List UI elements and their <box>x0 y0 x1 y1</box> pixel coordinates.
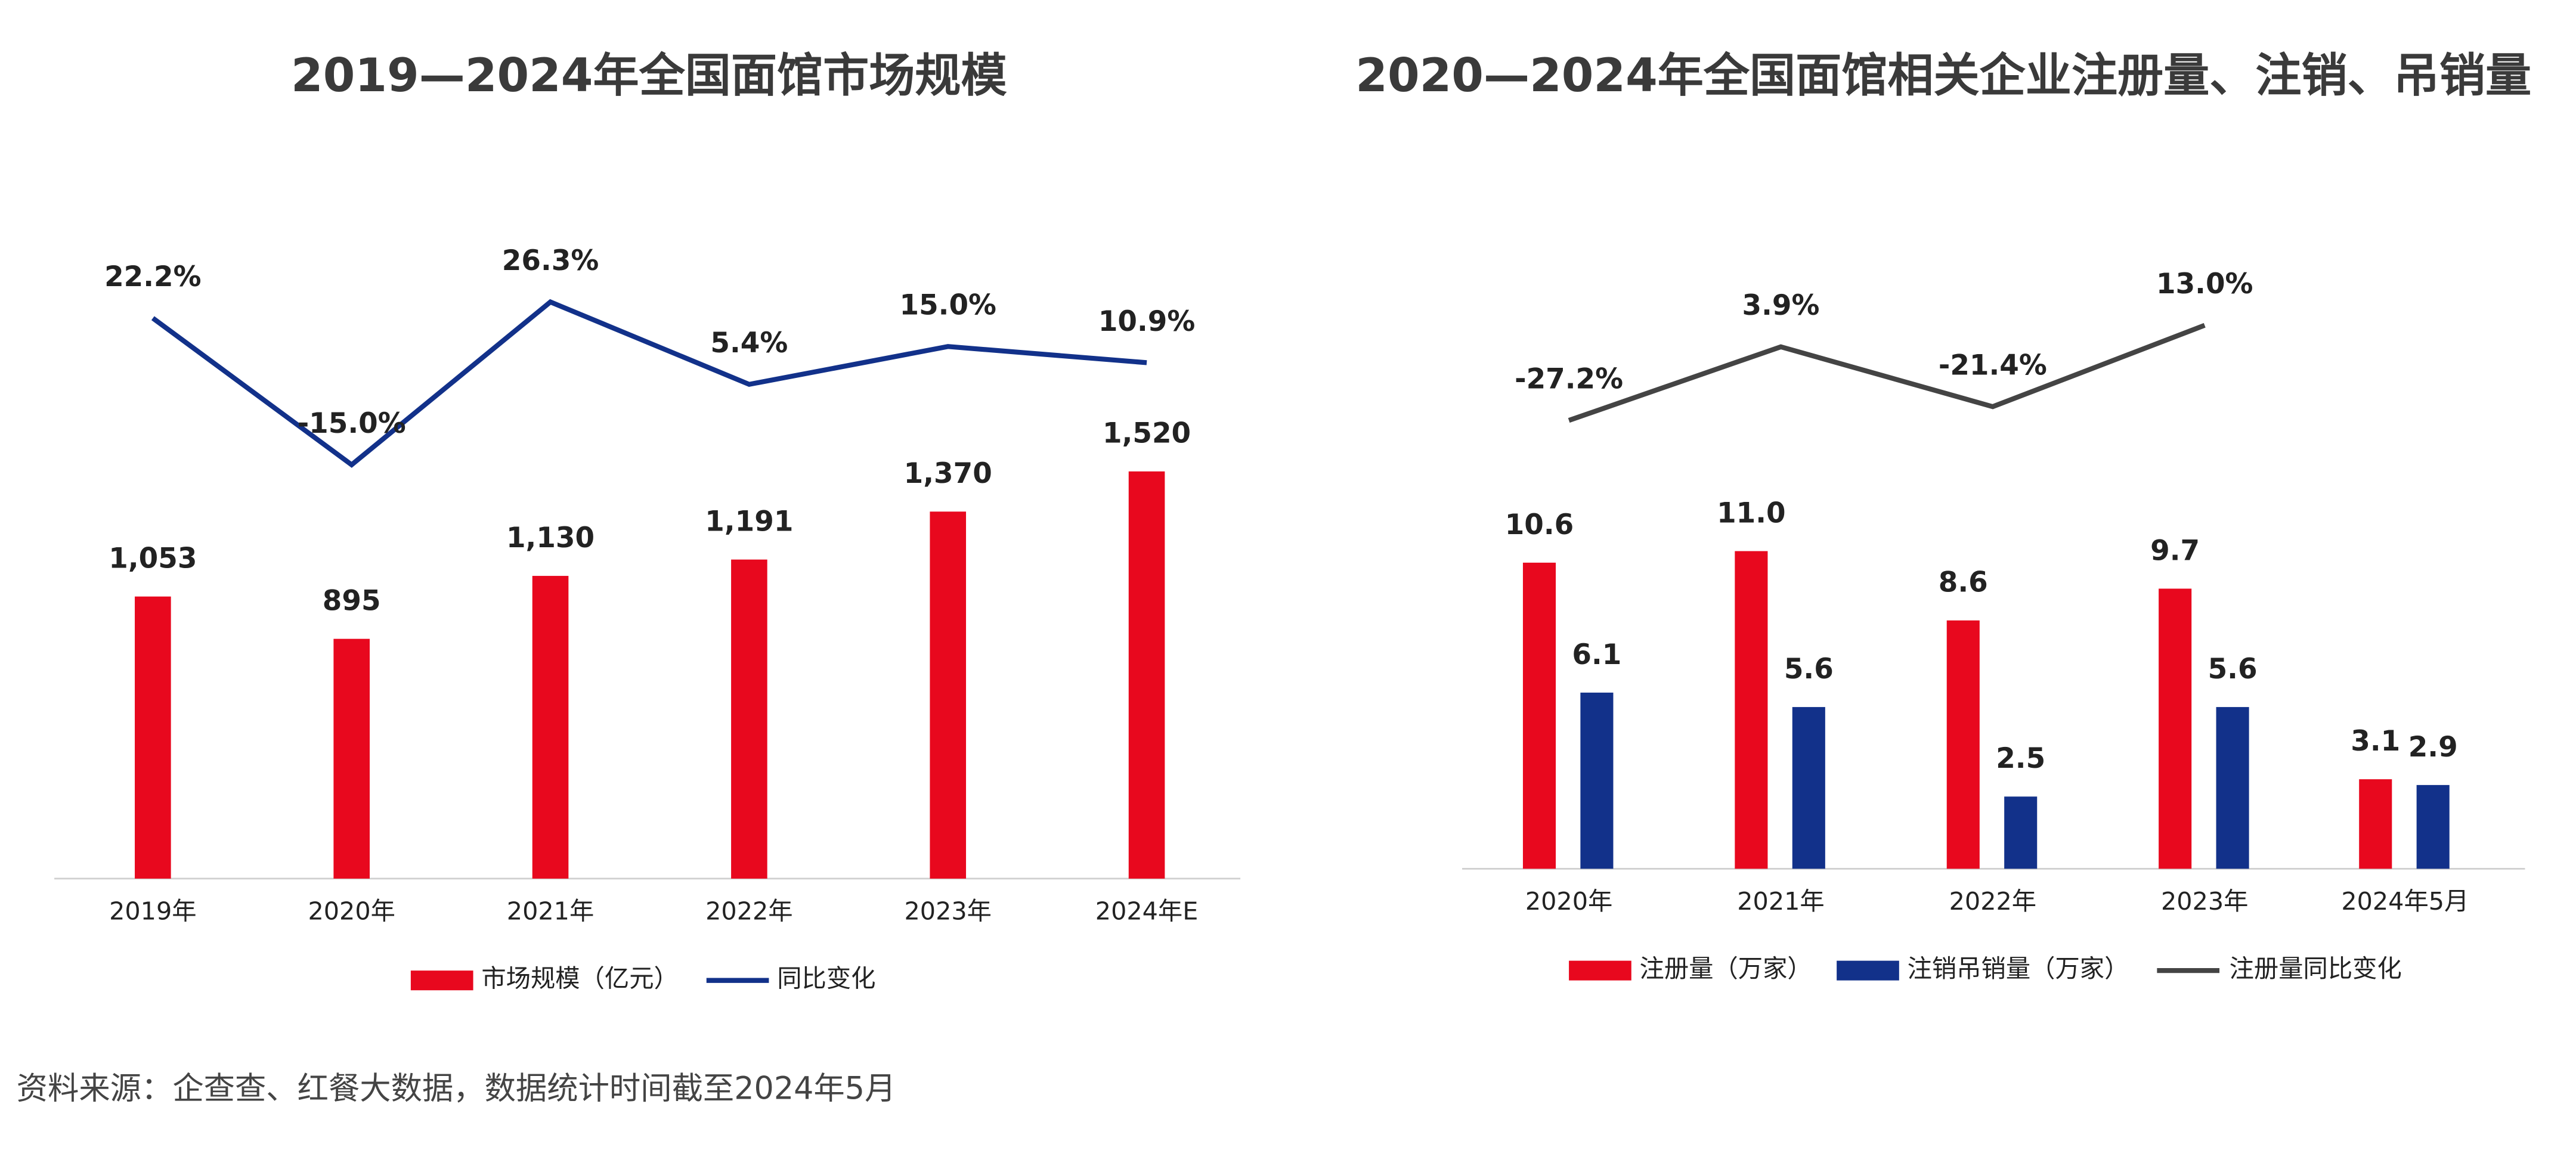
bar-value-label: 11.0 <box>1717 497 1786 529</box>
x-tick-label: 2023年 <box>905 897 992 926</box>
bar-value-label: 8.6 <box>1939 567 1988 599</box>
bar-value-label: 6.1 <box>1572 639 1621 671</box>
x-tick-label: 2020年 <box>1525 887 1612 916</box>
bar-value-label: 5.6 <box>2208 653 2258 686</box>
line-value-label: 15.0% <box>899 290 996 322</box>
source-note: 资料来源：企查查、红餐大数据，数据统计时间截至2024年5月 <box>17 1070 896 1106</box>
chart-title: 2019—2024年全国面馆市场规模 <box>291 49 1007 103</box>
line-value-label: 5.4% <box>710 327 788 359</box>
bar <box>1580 692 1614 869</box>
x-tick-label: 2019年 <box>109 897 196 926</box>
line-value-label: 26.3% <box>502 245 599 277</box>
trend-line <box>1568 322 2206 423</box>
bar <box>2159 588 2192 869</box>
bar-value-label: 1,191 <box>705 506 793 538</box>
bar <box>135 596 171 879</box>
x-tick-label: 2021年 <box>1737 887 1824 916</box>
line-value-label: 10.9% <box>1098 306 1195 338</box>
bar <box>1128 471 1165 879</box>
legend-label: 注销吊销量（万家） <box>1908 954 2129 983</box>
bar <box>2004 796 2038 869</box>
bar <box>2359 779 2392 869</box>
line-value-label: -15.0% <box>298 408 406 440</box>
bar-value-label: 1,370 <box>904 458 992 490</box>
legend-swatch <box>410 970 473 991</box>
x-tick-label: 2023年 <box>2161 887 2248 916</box>
bar <box>2416 784 2450 869</box>
line-value-label: -21.4% <box>1939 350 2047 382</box>
x-tick-label: 2020年 <box>308 897 395 926</box>
bar-value-label: 9.7 <box>2150 535 2200 567</box>
x-tick-label: 2024年5月 <box>2341 887 2469 916</box>
bar <box>333 638 370 879</box>
bar-value-label: 1,520 <box>1103 418 1191 450</box>
legend-label: 同比变化 <box>777 965 875 993</box>
x-tick-label: 2024年E <box>1095 897 1199 926</box>
legend-swatch <box>1569 960 1631 981</box>
chart-title: 2020—2024年全国面馆相关企业注册量、注销、吊销量 <box>1355 49 2531 103</box>
line-value-label: 3.9% <box>1742 290 1820 322</box>
bar <box>1735 551 1768 869</box>
bar <box>532 576 569 879</box>
bar-value-label: 1,130 <box>506 522 595 554</box>
trend-line <box>151 299 1147 468</box>
bar-value-label: 2.9 <box>2408 731 2458 764</box>
x-tick-label: 2022年 <box>1949 887 2036 916</box>
line-value-label: 13.0% <box>2156 268 2253 300</box>
x-tick-label: 2022年 <box>705 897 792 926</box>
legend-label: 市场规模（亿元） <box>481 965 679 993</box>
line-value-label: 22.2% <box>104 261 201 293</box>
bar-value-label: 895 <box>323 585 381 618</box>
bar <box>731 559 767 879</box>
line-value-label: -27.2% <box>1515 364 1623 396</box>
bar <box>930 511 967 879</box>
bar-value-label: 2.5 <box>1996 743 2045 775</box>
bar <box>2216 707 2249 869</box>
bar-value-label: 5.6 <box>1784 653 1834 686</box>
bar-value-label: 3.1 <box>2351 725 2400 758</box>
legend-swatch <box>1837 960 1899 981</box>
bar-value-label: 10.6 <box>1505 509 1574 541</box>
legend-label: 注册量同比变化 <box>2230 954 2402 983</box>
bar-value-label: 1,053 <box>109 543 197 575</box>
bar <box>1522 562 1556 869</box>
legend-label: 注册量（万家） <box>1640 954 1812 983</box>
bar <box>1946 620 1980 869</box>
x-tick-label: 2021年 <box>507 897 594 926</box>
bar <box>1792 707 1825 869</box>
